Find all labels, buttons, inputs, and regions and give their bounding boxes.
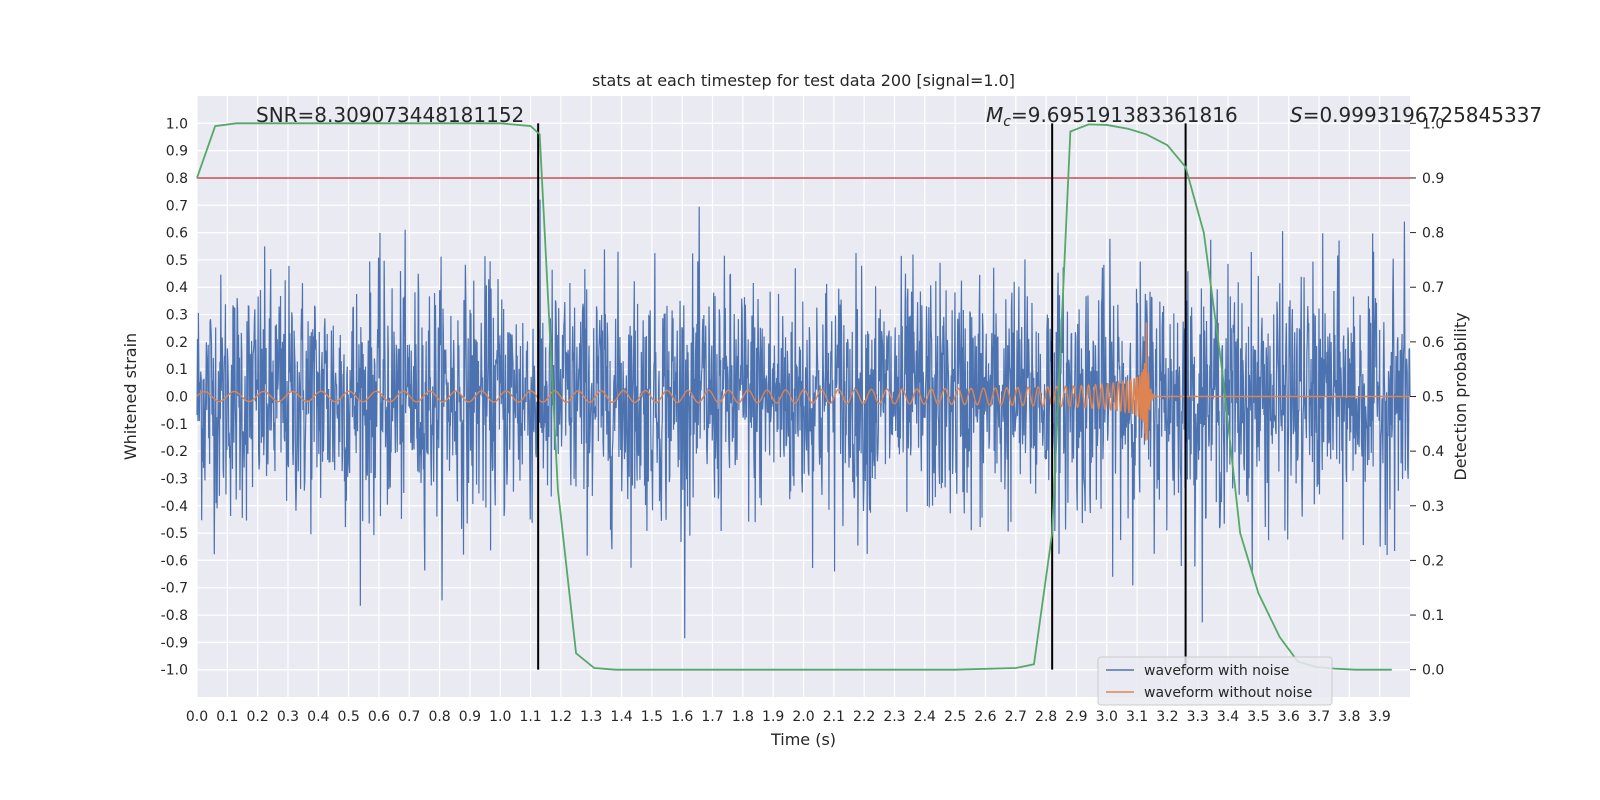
snr-annotation: SNR=8.309073448181152 xyxy=(256,103,524,127)
y2-tick-label: 0.1 xyxy=(1422,608,1444,624)
legend-box xyxy=(1097,656,1333,706)
y-tick-label: -0.9 xyxy=(161,635,188,651)
x-tick-label: 0.1 xyxy=(216,709,238,725)
x-tick-label: 3.7 xyxy=(1308,709,1330,725)
y2-tick-label: 1.0 xyxy=(1422,116,1444,132)
x-tick-label: 3.6 xyxy=(1278,709,1300,725)
x-tick-label: 3.4 xyxy=(1217,709,1239,725)
s-symbol: S xyxy=(1290,103,1303,127)
y-tick-label: 0.9 xyxy=(166,144,188,160)
y-tick-label: -0.8 xyxy=(161,608,188,624)
x-axis-label: Time (s) xyxy=(770,730,836,749)
mc-subscript: c xyxy=(1003,114,1011,130)
y-tick-label: -0.5 xyxy=(161,526,188,542)
x-tick-label: 1.7 xyxy=(701,709,723,725)
y-tick-label: 0.4 xyxy=(166,280,188,296)
x-tick-label: 1.1 xyxy=(519,709,541,725)
y-axis-ticks: 1.0 0.9 0.8 0.7 0.6 0.5 0.4 0.3 0.2 0.1 0.0 -0.1 -0.… xyxy=(161,116,188,678)
x-tick-label: 0.7 xyxy=(398,709,420,725)
y-tick-label: 1.0 xyxy=(166,116,188,132)
x-tick-label: 0.5 xyxy=(337,709,359,725)
x-tick-label: 0.0 xyxy=(186,709,208,725)
y2-tick-label: 0.2 xyxy=(1422,553,1444,569)
x-tick-label: 3.8 xyxy=(1338,709,1360,725)
y2-tick-label: 0.5 xyxy=(1422,390,1444,406)
y-tick-label: -1.0 xyxy=(161,663,188,679)
y2-tick-label: 0.4 xyxy=(1422,444,1444,460)
legend: waveform with noise waveform without noi… xyxy=(1097,656,1333,706)
y-tick-label: 0.0 xyxy=(166,390,188,406)
y-tick-label: 0.6 xyxy=(166,226,188,242)
x-tick-label: 1.2 xyxy=(550,709,572,725)
y2-tick-label: 0.7 xyxy=(1422,280,1444,296)
y-tick-label: 0.8 xyxy=(166,171,188,187)
probability-trace xyxy=(196,122,1392,671)
y2-tick-label: 0.9 xyxy=(1422,171,1444,187)
x-axis-ticks: 0.0 0.1 0.2 0.3 0.4 0.5 0.6 0.7 0.8 0.9 1.0 1.1 1.2 1… xyxy=(186,709,1391,725)
x-tick-label: 2.9 xyxy=(1065,709,1087,725)
y-tick-label: 0.3 xyxy=(166,308,188,324)
x-tick-label: 3.3 xyxy=(1187,709,1209,725)
x-tick-label: 2.4 xyxy=(914,709,936,725)
y-tick-label: -0.7 xyxy=(161,581,188,597)
legend-label-noise: waveform with noise xyxy=(1144,663,1289,679)
y-tick-label: 0.7 xyxy=(166,198,188,214)
x-tick-label: 3.9 xyxy=(1369,709,1391,725)
x-tick-label: 3.5 xyxy=(1247,709,1269,725)
y-tick-label: -0.1 xyxy=(161,417,188,433)
x-tick-label: 2.5 xyxy=(944,709,966,725)
y2-tick-label: 0.0 xyxy=(1422,663,1444,679)
x-tick-label: 1.3 xyxy=(580,709,602,725)
x-tick-label: 2.7 xyxy=(1005,709,1027,725)
x-tick-label: 0.3 xyxy=(277,709,299,725)
noise-trace xyxy=(196,199,1411,639)
chirp-mass-annotation: Mc=9.695191383361816 xyxy=(986,103,1238,130)
x-tick-label: 0.2 xyxy=(247,709,269,725)
x-tick-label: 1.8 xyxy=(732,709,754,725)
x-tick-label: 3.1 xyxy=(1126,709,1148,725)
x-tick-label: 1.4 xyxy=(610,709,632,725)
x-tick-label: 3.0 xyxy=(1096,709,1118,725)
x-tick-label: 1.5 xyxy=(641,709,663,725)
y2-tick-label: 0.6 xyxy=(1422,335,1444,351)
x-tick-label: 0.8 xyxy=(428,709,450,725)
mc-value: =9.695191383361816 xyxy=(1011,103,1238,127)
clean-trace xyxy=(196,322,1410,441)
y-tick-label: -0.6 xyxy=(161,553,188,569)
y-tick-label: -0.4 xyxy=(161,499,188,515)
y-tick-label: 0.1 xyxy=(166,362,188,378)
x-tick-label: 2.8 xyxy=(1035,709,1057,725)
x-tick-label: 0.4 xyxy=(307,709,329,725)
x-tick-label: 2.3 xyxy=(883,709,905,725)
s-value: =0.9993196725845337 xyxy=(1303,103,1542,127)
y-tick-label: 0.2 xyxy=(166,335,188,351)
y2-tick-label: 0.3 xyxy=(1422,499,1444,515)
x-tick-label: 1.9 xyxy=(762,709,784,725)
spin-annotation: S=0.9993196725845337 xyxy=(1290,103,1542,127)
x-tick-label: 2.1 xyxy=(823,709,845,725)
x-tick-label: 2.2 xyxy=(853,709,875,725)
y2-tick-label: 0.8 xyxy=(1422,226,1444,242)
traces xyxy=(196,122,1411,671)
y2-axis-ticks: 1.0 0.9 0.8 0.7 0.6 0.5 0.4 0.3 0.2 0.1 0.0 xyxy=(1410,116,1444,679)
mc-symbol: M xyxy=(986,103,1003,127)
y-tick-label: 0.5 xyxy=(166,253,188,269)
x-tick-label: 0.9 xyxy=(459,709,481,725)
y-axis-label: Whitened strain xyxy=(121,333,140,460)
x-tick-label: 0.6 xyxy=(368,709,390,725)
x-tick-label: 2.0 xyxy=(792,709,814,725)
x-tick-label: 1.6 xyxy=(671,709,693,725)
y-tick-label: -0.3 xyxy=(161,471,188,487)
x-tick-label: 1.0 xyxy=(489,709,511,725)
x-tick-label: 2.6 xyxy=(974,709,996,725)
y2-axis-label: Detection probability xyxy=(1451,312,1470,480)
legend-label-clean: waveform without noise xyxy=(1144,685,1312,701)
y-tick-label: -0.2 xyxy=(161,444,188,460)
chart-title: stats at each timestep for test data 200… xyxy=(592,71,1015,90)
x-tick-label: 3.2 xyxy=(1156,709,1178,725)
